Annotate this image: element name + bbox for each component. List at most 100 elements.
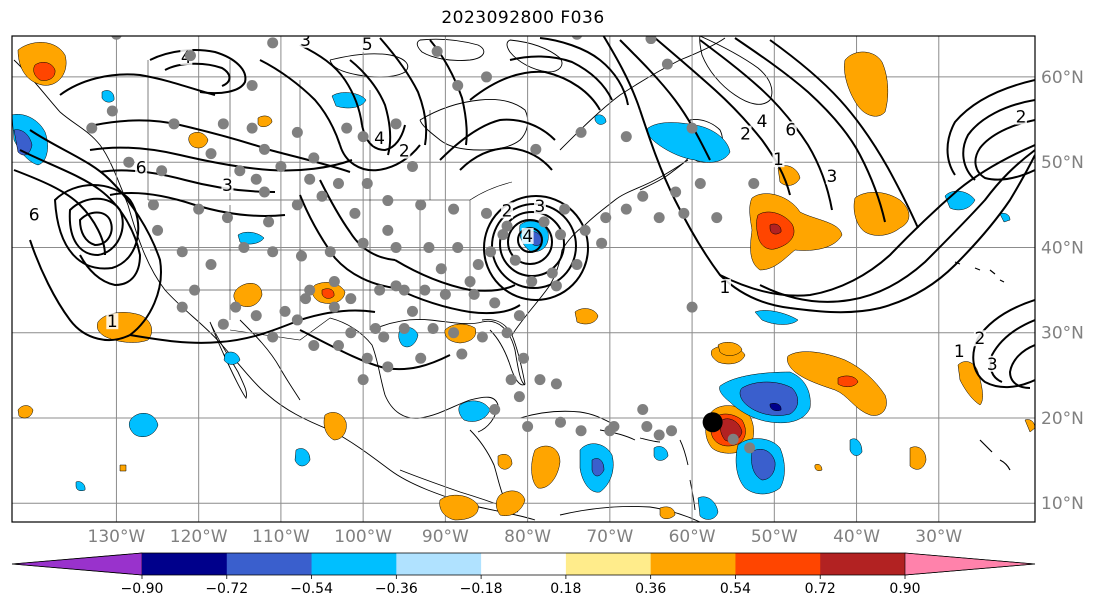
latitude-label: 20°N: [1041, 409, 1084, 429]
station-dot: [637, 403, 649, 415]
colorbar-tick-label: 0.18: [550, 581, 581, 597]
station-dot: [489, 403, 501, 415]
station-dot: [217, 318, 229, 330]
colorbar-tick-label: −0.54: [290, 581, 333, 597]
station-dot: [345, 293, 357, 305]
contour-label: 6: [785, 120, 796, 140]
station-dot: [448, 203, 460, 215]
station-dot: [653, 429, 665, 441]
contour-label: 3: [300, 31, 311, 51]
contour-label: 1: [773, 150, 784, 170]
contour-label-bg: [533, 198, 546, 215]
contour-label-bg: [784, 121, 797, 138]
contour-label-bg: [986, 355, 999, 372]
station-dot: [325, 20, 336, 31]
station-dot: [230, 301, 242, 313]
station-dot: [489, 297, 501, 309]
station-dot: [579, 224, 591, 236]
station-dot: [415, 352, 427, 364]
station-dot: [279, 305, 291, 317]
station-dot: [480, 71, 492, 83]
contour-label: 3: [826, 167, 837, 187]
contour-label-bg: [973, 330, 986, 347]
station-dot: [571, 259, 583, 271]
station-dot: [390, 118, 402, 130]
contour-label-bg: [28, 206, 41, 223]
station-dot: [526, 276, 538, 288]
station-dot: [238, 241, 250, 253]
contour-label-bg: [106, 313, 119, 330]
station-dot: [382, 224, 394, 236]
colorbar-segment: [311, 553, 397, 575]
station-dot: [423, 241, 435, 253]
colorbar-tick-label: −0.36: [375, 581, 418, 597]
station-dot: [316, 190, 328, 202]
station-dot: [349, 207, 361, 219]
contour-label-bg: [135, 159, 148, 176]
station-dot: [217, 118, 229, 130]
colorbar-segment: [735, 553, 821, 575]
station-dot: [369, 322, 381, 334]
contour-label: 4: [374, 129, 385, 149]
station-dot: [341, 122, 353, 134]
station-dot: [291, 314, 303, 326]
station-dot: [555, 229, 567, 241]
station-dot: [156, 165, 168, 177]
station-dot: [501, 220, 513, 232]
station-dot: [275, 160, 287, 172]
station-dot: [176, 301, 188, 313]
station-dot: [419, 284, 431, 296]
station-dot: [308, 152, 320, 164]
station-dot: [406, 305, 418, 317]
station-dot: [464, 276, 476, 288]
station-dot: [390, 241, 402, 253]
station-markers: [86, 20, 760, 454]
station-dot: [258, 186, 270, 198]
contour-label-bg: [373, 129, 386, 146]
colorbar-segment: [142, 553, 228, 575]
station-dot: [501, 327, 513, 339]
station-dot: [300, 293, 312, 305]
station-dot: [111, 36, 122, 40]
colorbar-segment: [226, 553, 313, 575]
station-dot: [205, 259, 217, 271]
station-dot: [534, 374, 546, 386]
station-dot: [497, 229, 509, 241]
longitude-label: 50°W: [751, 527, 798, 547]
longitude-label: 70°W: [586, 527, 633, 547]
station-dot: [748, 178, 760, 190]
longitude-label: 120°W: [170, 527, 228, 547]
station-dot: [324, 246, 336, 258]
station-dot: [304, 173, 316, 185]
contour-label-bg: [361, 36, 374, 53]
station-dot: [559, 203, 571, 215]
contour-labels: 43542636612342461312123: [28, 31, 1028, 375]
contour-label-bg: [718, 279, 731, 296]
contour-label-bg: [501, 202, 514, 219]
contour-label-bg: [772, 151, 785, 168]
contour-label: 2: [740, 125, 751, 145]
station-dot: [267, 37, 279, 49]
contour-label: 5: [362, 35, 373, 55]
colorbar: [11, 552, 1036, 576]
station-dot: [246, 122, 258, 134]
station-dot: [106, 105, 118, 117]
station-dot: [328, 276, 340, 288]
station-dot: [345, 327, 357, 339]
colorbar-tick-label: −0.18: [460, 581, 503, 597]
station-dot: [522, 421, 534, 433]
contour-label: 6: [136, 159, 147, 179]
contour-label-bg: [739, 125, 752, 142]
contour-label: 4: [757, 112, 768, 132]
latitude-label: 40°N: [1041, 238, 1084, 258]
map-frame: [11, 35, 1036, 523]
colorbar-segment: [396, 553, 482, 575]
station-dot: [152, 224, 164, 236]
station-dot: [406, 160, 418, 172]
station-dot: [711, 212, 723, 224]
station-dot: [398, 284, 410, 296]
contour-label: 1: [954, 342, 965, 362]
contour-label: 4: [522, 227, 533, 247]
colorbar-segment: [820, 553, 906, 575]
